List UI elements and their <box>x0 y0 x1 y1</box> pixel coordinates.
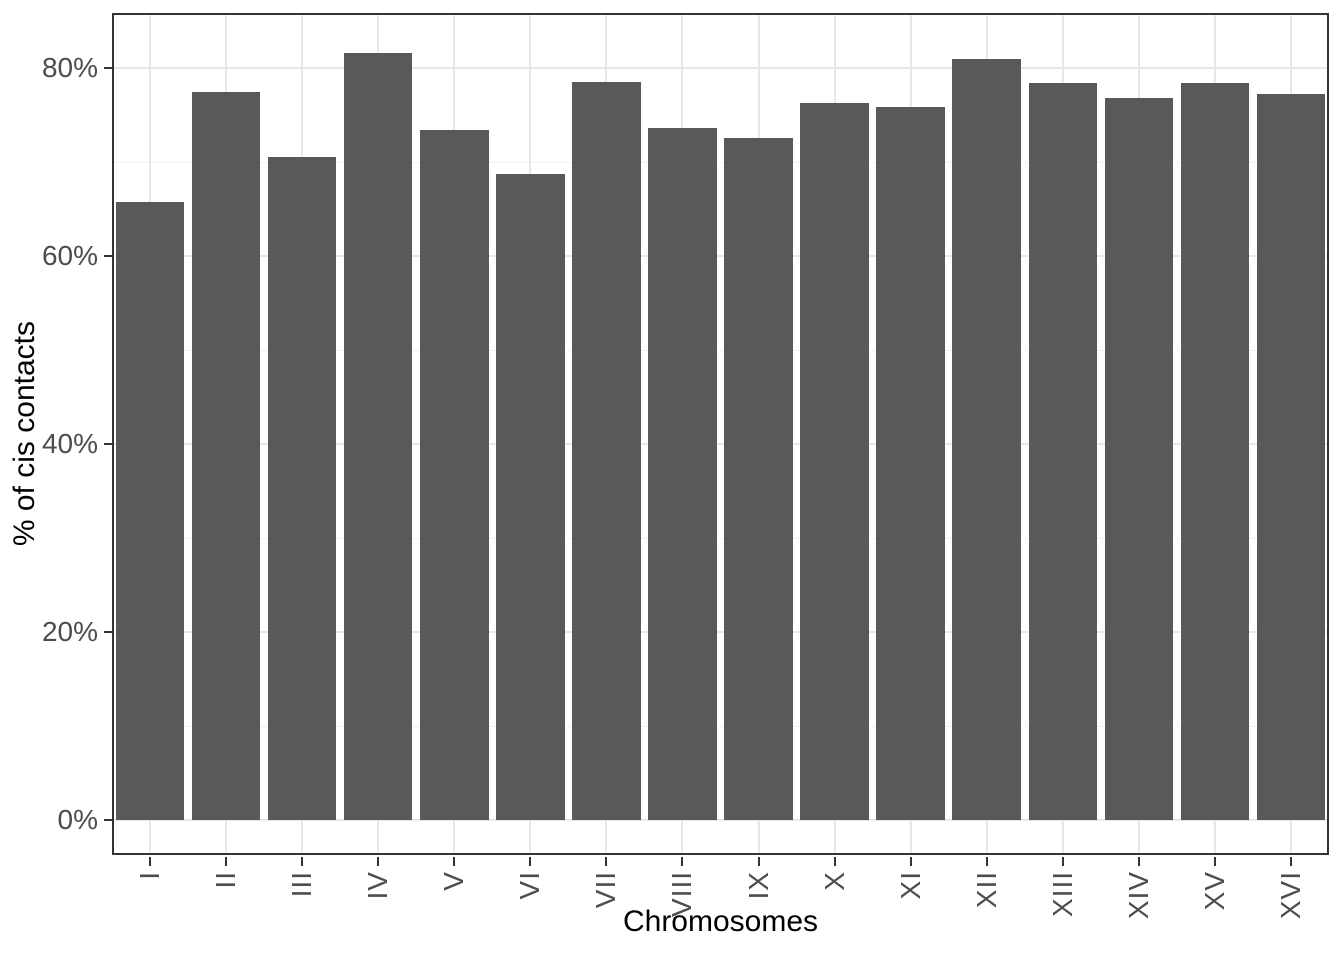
x-tick-label-VI: VI <box>514 871 546 900</box>
gridline-major-80 <box>112 67 1329 70</box>
y-tick-20 <box>104 631 112 634</box>
bar-V <box>420 130 489 820</box>
x-tick-label-XII: XII <box>970 871 1002 909</box>
y-tick-label-40: 40% <box>41 428 98 460</box>
gridline-minor-70 <box>112 162 1329 164</box>
x-tick-XIII <box>1061 857 1064 866</box>
x-tick-label-XI: XI <box>894 871 926 900</box>
x-axis: I II III IV V VI VII VIII IX X XI XII XIII XIV XV XVI <box>112 855 1329 960</box>
y-tick-80 <box>104 67 112 70</box>
bar-XV <box>1180 83 1250 820</box>
x-tick-X <box>833 857 836 866</box>
gridline-major-20 <box>112 631 1329 634</box>
bar-IX <box>724 137 793 820</box>
x-tick-II <box>225 857 228 866</box>
y-tick-label-80: 80% <box>41 52 98 84</box>
x-tick-label-I: I <box>134 871 166 880</box>
x-axis-title: Chromosomes <box>622 905 819 938</box>
bar-IV <box>343 53 413 820</box>
x-tick-XIV <box>1137 857 1140 866</box>
bar-XIII <box>1028 83 1097 820</box>
gridline-major-0 <box>112 819 1329 821</box>
bar-I <box>115 201 185 820</box>
y-tick-40 <box>104 443 112 446</box>
y-axis: 0% 20% 40% 60% 80% <box>0 13 112 855</box>
bar-XIV <box>1104 98 1174 820</box>
x-tick-label-VII: VII <box>590 871 622 909</box>
y-tick-0 <box>104 819 112 821</box>
x-tick-label-V: V <box>438 871 470 891</box>
bar-VI <box>496 173 565 820</box>
gridline-major-40 <box>112 443 1329 446</box>
x-tick-XI <box>909 857 912 866</box>
gridline-major-60 <box>112 255 1329 258</box>
x-tick-V <box>453 857 456 866</box>
x-tick-label-IV: IV <box>362 871 394 900</box>
x-tick-label-IX: IX <box>742 871 774 900</box>
x-tick-label-II: II <box>210 871 242 889</box>
gridline-minor-50 <box>112 350 1329 352</box>
x-tick-VII <box>605 857 608 866</box>
gridline-minor-10 <box>112 726 1329 728</box>
bar-VII <box>572 82 641 820</box>
y-tick-60 <box>104 255 112 258</box>
y-tick-label-60: 60% <box>41 240 98 272</box>
x-tick-III <box>301 857 304 866</box>
bar-III <box>267 156 337 820</box>
x-tick-IV <box>377 857 380 866</box>
bar-XII <box>952 58 1021 820</box>
plot-panel <box>112 13 1329 855</box>
bar-VIII <box>648 128 717 820</box>
bar-II <box>191 91 261 820</box>
gridline-minor-30 <box>112 538 1329 540</box>
bar-XVI <box>1256 93 1326 820</box>
x-tick-XVI <box>1289 857 1292 866</box>
x-tick-label-X: X <box>818 871 850 891</box>
bar-XI <box>876 106 945 820</box>
bar-X <box>800 103 869 820</box>
x-tick-VIII <box>681 857 684 866</box>
y-tick-label-0: 0% <box>57 804 98 835</box>
x-tick-XV <box>1213 857 1216 866</box>
x-tick-I <box>149 857 152 866</box>
x-tick-XII <box>985 857 988 866</box>
x-tick-label-III: III <box>286 871 318 898</box>
x-tick-VI <box>529 857 532 866</box>
y-tick-label-20: 20% <box>41 616 98 648</box>
x-tick-IX <box>757 857 760 866</box>
